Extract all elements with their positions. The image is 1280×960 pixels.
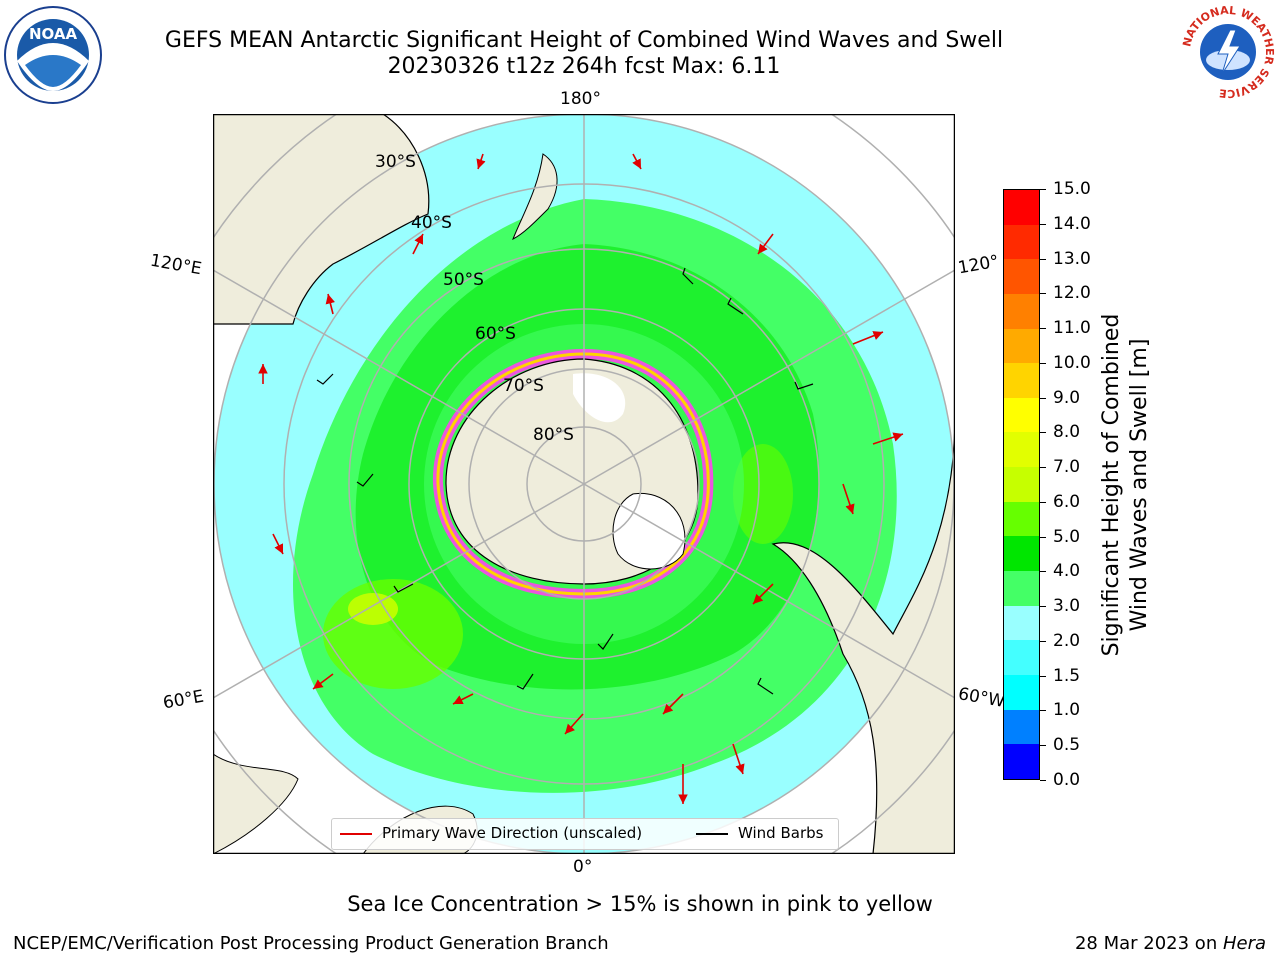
south-america — [771, 413, 955, 854]
lat-label-70s: 70°S — [503, 376, 544, 396]
colorbar-tick-label: 4.0 — [1053, 561, 1081, 582]
colorbar-tick-label: 0.5 — [1053, 735, 1081, 756]
wave-arrows — [258, 153, 904, 804]
colorbar-tick-mark — [1040, 397, 1046, 399]
colorbar-tick-mark — [1040, 501, 1046, 503]
colorbar-tick-label: 11.0 — [1053, 318, 1091, 339]
sea-ice-note: Sea Ice Concentration > 15% is shown in … — [347, 892, 933, 916]
legend-wind-barbs: Wind Barbs — [738, 824, 824, 842]
map-legend: Primary Wave Direction (unscaled) Wind B… — [331, 818, 839, 850]
colorbar-segment — [1004, 328, 1039, 364]
svg-text:NOAA: NOAA — [29, 25, 78, 43]
colorbar-segment — [1004, 536, 1039, 572]
colorbar-tick-label: 13.0 — [1053, 248, 1091, 269]
lon-label-right-upper: 120° — [956, 251, 1001, 279]
colorbar-segment — [1004, 744, 1039, 779]
colorbar-segment — [1004, 224, 1039, 260]
colorbar-segment — [1004, 190, 1039, 225]
colorbar-tick-mark — [1040, 640, 1046, 642]
colorbar-tick-mark — [1040, 710, 1046, 712]
legend-black-line — [696, 833, 728, 835]
colorbar-segment — [1004, 293, 1039, 329]
colorbar-tick-mark — [1040, 606, 1046, 608]
footer-right: 28 Mar 2023 on Hera — [1074, 933, 1266, 954]
lat-label-30s: 30°S — [375, 152, 416, 172]
colorbar-tick-label: 5.0 — [1053, 526, 1081, 547]
colorbar-segment — [1004, 397, 1039, 433]
lat-label-50s: 50°S — [443, 270, 484, 290]
colorbar-segment — [1004, 259, 1039, 294]
colorbar-tick-label: 9.0 — [1053, 387, 1081, 408]
colorbar-tick-mark — [1040, 780, 1046, 781]
lon-label-bottom: 0° — [573, 857, 593, 877]
colorbar-tick-label: 1.5 — [1053, 665, 1081, 686]
wind-barbs — [316, 267, 814, 695]
colorbar-tick-mark — [1040, 293, 1046, 295]
colorbar-tick-mark — [1040, 258, 1046, 260]
chart-title: GEFS MEAN Antarctic Significant Height o… — [164, 28, 1004, 53]
colorbar-segment — [1004, 674, 1039, 710]
colorbar-tick-mark — [1040, 432, 1046, 434]
polar-map: 30°S 40°S 50°S 60°S 70°S 80°S Primary Wa… — [212, 113, 956, 855]
colorbar-tick-label: 3.0 — [1053, 596, 1081, 617]
legend-primary-wave: Primary Wave Direction (unscaled) — [382, 824, 643, 842]
colorbar-gradient — [1004, 190, 1039, 779]
colorbar-tick-label: 12.0 — [1053, 283, 1091, 304]
meridians — [213, 114, 955, 854]
colorbar-tick-label: 10.0 — [1053, 352, 1091, 373]
colorbar-tick-label: 6.0 — [1053, 491, 1081, 512]
colorbar-tick-mark — [1040, 675, 1046, 677]
colorbar-tick-label: 1.0 — [1053, 700, 1081, 721]
lat-label-40s: 40°S — [411, 213, 452, 233]
colorbar-tick-label: 8.0 — [1053, 422, 1081, 443]
colorbar-tick-label: 15.0 — [1053, 179, 1091, 199]
colorbar-tick-mark — [1040, 536, 1046, 538]
colorbar-tick-mark — [1040, 467, 1046, 469]
australia — [213, 114, 430, 325]
footer-left: NCEP/EMC/Verification Post Processing Pr… — [13, 933, 609, 954]
colorbar-segment — [1004, 432, 1039, 468]
wave-max-area — [323, 579, 463, 689]
colorbar-segment — [1004, 363, 1039, 398]
colorbar-segment — [1004, 467, 1039, 502]
colorbar — [1003, 189, 1040, 780]
lon-label-left-upper: 120°E — [148, 250, 204, 280]
lat-label-60s: 60°S — [475, 324, 516, 344]
colorbar-tick-mark — [1040, 223, 1046, 225]
colorbar-tick-label: 14.0 — [1053, 213, 1091, 234]
chart-subtitle: 20230326 t12z 264h fcst Max: 6.11 — [387, 54, 781, 79]
colorbar-segment — [1004, 709, 1039, 745]
colorbar-tick-mark — [1040, 328, 1046, 330]
colorbar-tick-mark — [1040, 745, 1046, 747]
map-canvas — [212, 113, 956, 855]
colorbar-tick-label: 0.0 — [1053, 770, 1081, 790]
colorbar-tick-mark — [1040, 189, 1046, 190]
colorbar-segment — [1004, 571, 1039, 606]
colorbar-tick-mark — [1040, 571, 1046, 573]
colorbar-segment — [1004, 640, 1039, 675]
lon-label-right-lower: 60°W — [956, 684, 1007, 712]
nws-logo: NATIONAL WEATHER SERVICE — [1178, 2, 1278, 102]
colorbar-tick-label: 7.0 — [1053, 457, 1081, 478]
colorbar-tick-label: 2.0 — [1053, 630, 1081, 651]
lat-label-80s: 80°S — [533, 425, 574, 445]
noaa-logo: NOAA — [3, 5, 103, 105]
colorbar-segment — [1004, 501, 1039, 537]
colorbar-label: Significant Height of Combined Wind Wave… — [1099, 313, 1152, 657]
colorbar-tick-mark — [1040, 362, 1046, 364]
legend-red-line — [340, 833, 372, 835]
colorbar-segment — [1004, 605, 1039, 641]
lon-label-top: 180° — [560, 89, 601, 109]
lon-label-left-lower: 60°E — [161, 686, 206, 714]
